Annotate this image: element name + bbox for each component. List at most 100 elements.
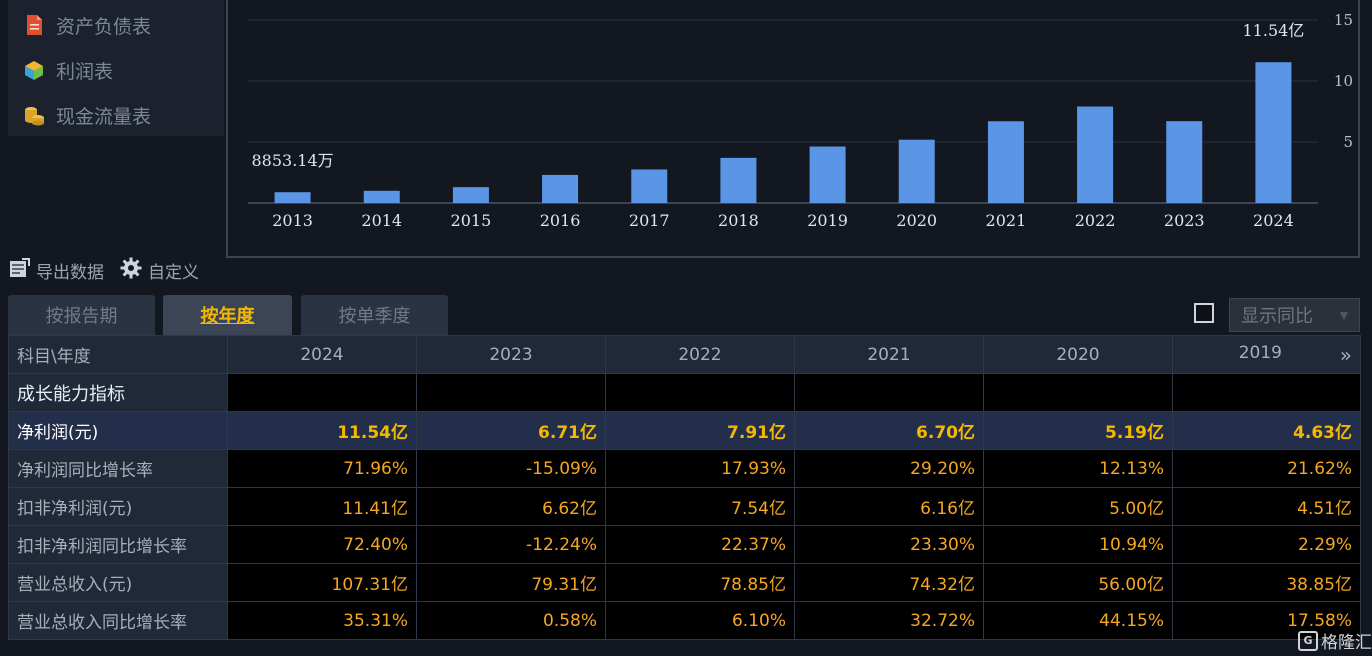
year-header-label: 2019 (1238, 342, 1282, 363)
cell-value: 11.41亿 (227, 487, 417, 526)
cell-value: 7.91亿 (605, 411, 795, 450)
cell-value: 22.37% (605, 525, 795, 564)
cell-value: 71.96% (227, 449, 417, 488)
x-tick-label: 2013 (272, 211, 313, 230)
year-header: 2023 (416, 335, 606, 374)
net-profit-chart-panel: 5 10 15 2013 2014 2015 2016 2017 2018 2019 2020 202… (226, 0, 1360, 258)
export-data-button[interactable]: 导出数据 (8, 257, 104, 284)
profit-cube-icon (22, 58, 46, 82)
year-header-last: 2019 » (1172, 335, 1361, 374)
cell-value: 6.70亿 (794, 411, 984, 450)
row-label: 营业总收入同比增长率 (8, 601, 228, 640)
customize-label: 自定义 (148, 262, 199, 283)
data-label: 8853.14万 (251, 151, 333, 170)
cell-value: 4.51亿 (1172, 487, 1361, 526)
bar-2021 (987, 121, 1024, 203)
bar-2022 (1077, 106, 1114, 203)
cell-value: 17.93% (605, 449, 795, 488)
x-tick-label: 2018 (718, 211, 759, 230)
tab-by-quarter[interactable]: 按单季度 (301, 295, 448, 335)
year-header: 2021 (794, 335, 984, 374)
cell-value: -12.24% (416, 525, 606, 564)
cell-value: 78.85亿 (605, 563, 795, 602)
menu-item-label: 利润表 (56, 60, 114, 83)
table-row[interactable]: 扣非净利润同比增长率 72.40% -12.24% 22.37% 23.30% 10.94… (8, 525, 1361, 564)
net-profit-bar-chart: 5 10 15 2013 2014 2015 2016 2017 2018 2019 2020 202… (248, 11, 1353, 230)
x-tick-label: 2023 (1164, 211, 1205, 230)
table-row[interactable]: 营业总收入(元) 107.31亿 79.31亿 78.85亿 74.32亿 56.00亿 3… (8, 563, 1361, 602)
cell-value: 72.40% (227, 525, 417, 564)
export-icon (8, 257, 30, 284)
bar-2014 (363, 190, 400, 203)
year-header: 2020 (983, 335, 1173, 374)
bar-2013 (274, 192, 311, 203)
cell-value: 29.20% (794, 449, 984, 488)
show-yoy-label: 显示同比 (1241, 306, 1313, 327)
cell-value (983, 373, 1173, 412)
x-tick-label: 2021 (986, 211, 1027, 230)
show-yoy-checkbox[interactable] (1194, 303, 1214, 323)
financial-indicators-table: 科目\年度 2024 2023 2022 2021 2020 2019 » 成长… (8, 335, 1361, 640)
tab-by-year[interactable]: 按年度 (163, 295, 292, 335)
report-menu: 资产负债表 利润表 现金流量表 (8, 0, 224, 136)
toolbar: 导出数据 自定义 (8, 256, 215, 284)
cell-value (794, 373, 984, 412)
menu-item-cash-flow[interactable]: 现金流量表 (22, 97, 151, 133)
x-tick-label: 2020 (896, 211, 937, 230)
cell-value: 35.31% (227, 601, 417, 640)
row-label: 扣非净利润同比增长率 (8, 525, 228, 564)
watermark-text: 格隆汇 (1321, 633, 1372, 653)
cell-value (227, 373, 417, 412)
cell-value: 0.58% (416, 601, 606, 640)
cell-value (416, 373, 606, 412)
export-data-label: 导出数据 (36, 262, 104, 283)
table-row[interactable]: 营业总收入同比增长率 35.31% 0.58% 6.10% 32.72% 44.15% 17… (8, 601, 1361, 640)
cell-value: 38.85亿 (1172, 563, 1361, 602)
cell-value: 6.16亿 (794, 487, 984, 526)
table-row[interactable]: 净利润(元) 11.54亿 6.71亿 7.91亿 6.70亿 5.19亿 4.63亿 (8, 411, 1361, 450)
y-tick-label: 15 (1334, 11, 1353, 29)
cell-value: 7.54亿 (605, 487, 795, 526)
bar-2023 (1166, 121, 1203, 203)
gear-icon (120, 257, 142, 284)
watermark-logo: G (1298, 630, 1318, 651)
table-row[interactable]: 成长能力指标 (8, 373, 1361, 412)
menu-item-label: 资产负债表 (56, 15, 152, 38)
bar-2019 (809, 146, 846, 203)
balance-sheet-icon (22, 13, 46, 37)
row-label: 净利润同比增长率 (8, 449, 228, 488)
cell-value (1172, 373, 1361, 412)
cell-value: 23.30% (794, 525, 984, 564)
x-tick-label: 2017 (629, 211, 670, 230)
year-header: 2024 (227, 335, 417, 374)
x-tick-label: 2019 (807, 211, 848, 230)
year-header: 2022 (605, 335, 795, 374)
cell-value: 32.72% (794, 601, 984, 640)
row-label: 成长能力指标 (8, 373, 228, 412)
chevron-down-icon: ▼ (1339, 308, 1349, 322)
menu-item-income-statement[interactable]: 利润表 (22, 52, 113, 88)
row-label: 扣非净利润(元) (8, 487, 228, 526)
cell-value: 74.32亿 (794, 563, 984, 602)
table-header-row: 科目\年度 2024 2023 2022 2021 2020 2019 » (8, 335, 1361, 374)
next-columns-icon[interactable]: » (1339, 342, 1352, 367)
bar-2018 (720, 157, 757, 203)
cell-value: 21.62% (1172, 449, 1361, 488)
cell-value: 4.63亿 (1172, 411, 1361, 450)
customize-button[interactable]: 自定义 (120, 257, 199, 284)
cell-value: 56.00亿 (983, 563, 1173, 602)
cell-value: 2.29% (1172, 525, 1361, 564)
table-row[interactable]: 净利润同比增长率 71.96% -15.09% 17.93% 29.20% 12.13% 2… (8, 449, 1361, 488)
menu-item-balance-sheet[interactable]: 资产负债表 (22, 7, 151, 43)
menu-item-label: 现金流量表 (56, 105, 152, 128)
cell-value: 6.71亿 (416, 411, 606, 450)
cell-value: 6.62亿 (416, 487, 606, 526)
show-yoy-dropdown[interactable]: 显示同比 ▼ (1229, 298, 1360, 332)
x-tick-label: 2024 (1253, 211, 1294, 230)
cell-value: -15.09% (416, 449, 606, 488)
table-row[interactable]: 扣非净利润(元) 11.41亿 6.62亿 7.54亿 6.16亿 5.00亿 4.51亿 (8, 487, 1361, 526)
subject-year-header: 科目\年度 (8, 335, 228, 374)
watermark: G 格隆汇 (1298, 628, 1372, 653)
tab-by-report-period[interactable]: 按报告期 (8, 295, 155, 335)
bar-2017 (631, 169, 668, 203)
